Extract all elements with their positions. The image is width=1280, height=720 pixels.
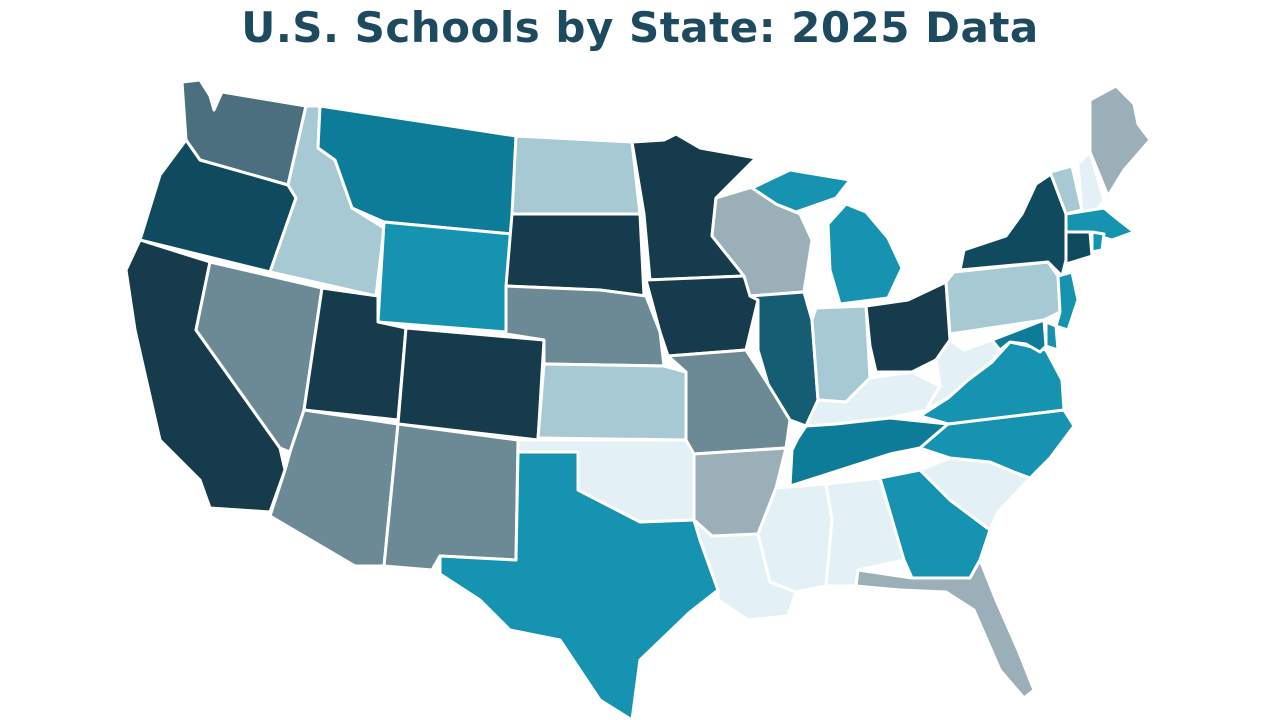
- map-title: U.S. Schools by State: 2025 Data: [241, 3, 1039, 52]
- state-new-jersey[interactable]: [1054, 270, 1080, 332]
- state-new-hampshire[interactable]: [1076, 150, 1106, 214]
- state-tennessee[interactable]: [788, 416, 950, 488]
- state-north-dakota[interactable]: [510, 134, 642, 216]
- state-connecticut[interactable]: [1064, 230, 1094, 266]
- state-michigan[interactable]: [826, 202, 904, 306]
- state-wyoming[interactable]: [376, 220, 514, 334]
- state-iowa[interactable]: [644, 274, 760, 358]
- state-new-york[interactable]: [958, 170, 1068, 278]
- state-louisiana[interactable]: [692, 518, 798, 622]
- state-colorado[interactable]: [396, 326, 546, 442]
- state-new-mexico[interactable]: [382, 422, 520, 572]
- state-illinois[interactable]: [748, 290, 820, 428]
- state-michigan-upper-peninsula[interactable]: [750, 168, 852, 214]
- state-kansas[interactable]: [536, 362, 688, 442]
- state-florida[interactable]: [854, 558, 1036, 700]
- state-south-dakota[interactable]: [504, 212, 646, 298]
- state-delaware[interactable]: [1044, 320, 1060, 352]
- state-texas[interactable]: [438, 450, 720, 720]
- state-rhode-island[interactable]: [1090, 230, 1106, 254]
- state-maryland[interactable]: [990, 318, 1048, 354]
- state-maine[interactable]: [1088, 84, 1152, 198]
- state-north-carolina[interactable]: [918, 408, 1076, 480]
